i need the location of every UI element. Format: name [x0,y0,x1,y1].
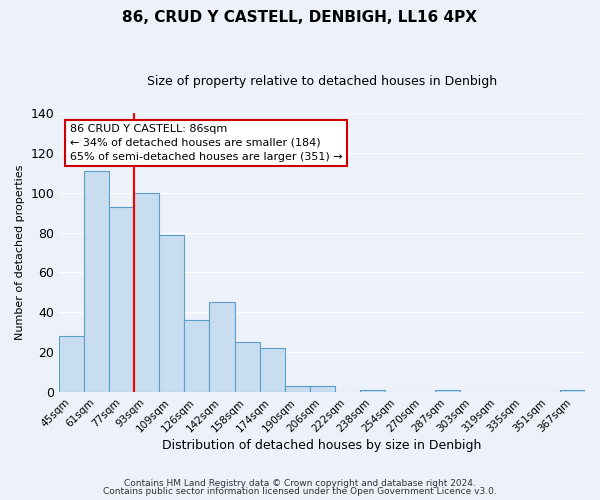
Bar [134,192,160,392]
X-axis label: Distribution of detached houses by size in Denbigh: Distribution of detached houses by size … [163,440,482,452]
Bar [284,386,310,392]
Title: Size of property relative to detached houses in Denbigh: Size of property relative to detached ho… [147,75,497,88]
Text: 86, CRUD Y CASTELL, DENBIGH, LL16 4PX: 86, CRUD Y CASTELL, DENBIGH, LL16 4PX [122,10,478,25]
Y-axis label: Number of detached properties: Number of detached properties [15,165,25,340]
Bar [160,234,184,392]
Bar [310,386,335,392]
Bar [209,302,235,392]
Text: Contains HM Land Registry data © Crown copyright and database right 2024.: Contains HM Land Registry data © Crown c… [124,478,476,488]
Bar [109,206,134,392]
Bar [560,390,585,392]
Bar [435,390,460,392]
Bar [85,170,109,392]
Bar [359,390,385,392]
Bar [235,342,260,392]
Bar [260,348,284,392]
Bar [184,320,209,392]
Bar [59,336,85,392]
Text: 86 CRUD Y CASTELL: 86sqm
← 34% of detached houses are smaller (184)
65% of semi-: 86 CRUD Y CASTELL: 86sqm ← 34% of detach… [70,124,343,162]
Text: Contains public sector information licensed under the Open Government Licence v3: Contains public sector information licen… [103,487,497,496]
